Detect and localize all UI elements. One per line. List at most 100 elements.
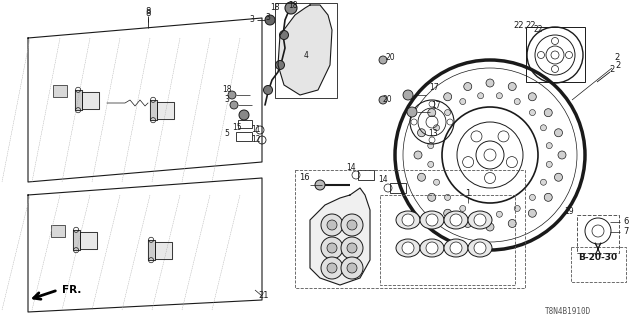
Bar [577,215,619,253]
Bar [236,132,252,141]
Ellipse shape [468,211,492,229]
Circle shape [444,93,452,101]
Text: B-20-30: B-20-30 [579,253,618,262]
Circle shape [445,109,451,116]
Circle shape [433,179,440,185]
Circle shape [529,109,536,116]
Bar [53,85,67,97]
Polygon shape [310,188,370,285]
Circle shape [327,243,337,253]
Circle shape [417,173,426,181]
Text: 22: 22 [534,26,543,35]
Circle shape [321,257,343,279]
Text: 3: 3 [250,15,255,25]
Circle shape [428,143,434,148]
Bar [238,120,252,128]
Polygon shape [148,240,154,260]
Circle shape [547,143,552,148]
Circle shape [428,109,436,117]
Text: 18: 18 [223,85,232,94]
Text: 17: 17 [431,100,441,109]
Circle shape [347,243,357,253]
Circle shape [529,209,536,217]
Circle shape [321,214,343,236]
Text: 8: 8 [145,7,150,17]
Bar [358,170,374,180]
Bar [571,247,626,282]
Polygon shape [157,101,173,118]
Ellipse shape [444,239,468,257]
Circle shape [460,99,466,105]
Text: 18: 18 [270,4,280,12]
Circle shape [426,242,438,254]
Circle shape [445,195,451,200]
Circle shape [486,223,494,231]
Text: 22: 22 [513,20,524,29]
Circle shape [341,214,363,236]
Circle shape [497,211,502,217]
Circle shape [280,30,289,39]
Text: 16: 16 [300,173,310,182]
Circle shape [327,263,337,273]
Circle shape [547,161,552,167]
Circle shape [460,205,466,212]
Circle shape [379,56,387,64]
Circle shape [544,193,552,201]
Polygon shape [79,231,97,249]
Circle shape [315,180,325,190]
Text: 6: 6 [623,218,628,227]
Text: 20: 20 [385,53,395,62]
Circle shape [428,161,434,167]
Circle shape [402,214,414,226]
Circle shape [514,205,520,212]
Circle shape [529,195,536,200]
Circle shape [554,129,563,137]
Circle shape [347,263,357,273]
Text: 2: 2 [614,53,620,62]
Ellipse shape [420,239,444,257]
Polygon shape [154,242,172,259]
Circle shape [508,220,516,228]
Text: 22: 22 [525,21,536,30]
Ellipse shape [396,239,420,257]
Text: FR.: FR. [62,285,81,295]
Circle shape [433,125,440,131]
Circle shape [514,99,520,105]
Circle shape [402,242,414,254]
Circle shape [407,107,417,117]
Text: 3: 3 [266,13,271,22]
Text: 14: 14 [346,163,356,172]
Bar [380,195,515,285]
Polygon shape [150,100,157,120]
Circle shape [540,125,547,131]
Circle shape [428,193,436,201]
Text: 5: 5 [224,130,229,139]
Circle shape [239,110,249,120]
Text: 13: 13 [428,129,438,138]
Circle shape [426,214,438,226]
Text: T8N4B1910D: T8N4B1910D [545,308,591,316]
Text: 2: 2 [615,60,620,69]
Circle shape [285,2,297,14]
Circle shape [414,151,422,159]
Polygon shape [278,5,332,95]
Text: 12: 12 [252,135,261,145]
Circle shape [497,93,502,99]
Circle shape [264,85,273,94]
Polygon shape [28,178,262,312]
Text: 18: 18 [288,2,298,11]
Polygon shape [73,230,79,250]
Circle shape [554,173,563,181]
Bar [390,183,406,193]
Text: 21: 21 [259,291,269,300]
Circle shape [558,151,566,159]
Bar [51,225,65,237]
Ellipse shape [420,211,444,229]
Circle shape [474,242,486,254]
Circle shape [228,91,236,99]
Circle shape [529,93,536,101]
Bar [275,3,337,98]
Circle shape [347,220,357,230]
Circle shape [474,214,486,226]
Circle shape [403,90,413,100]
